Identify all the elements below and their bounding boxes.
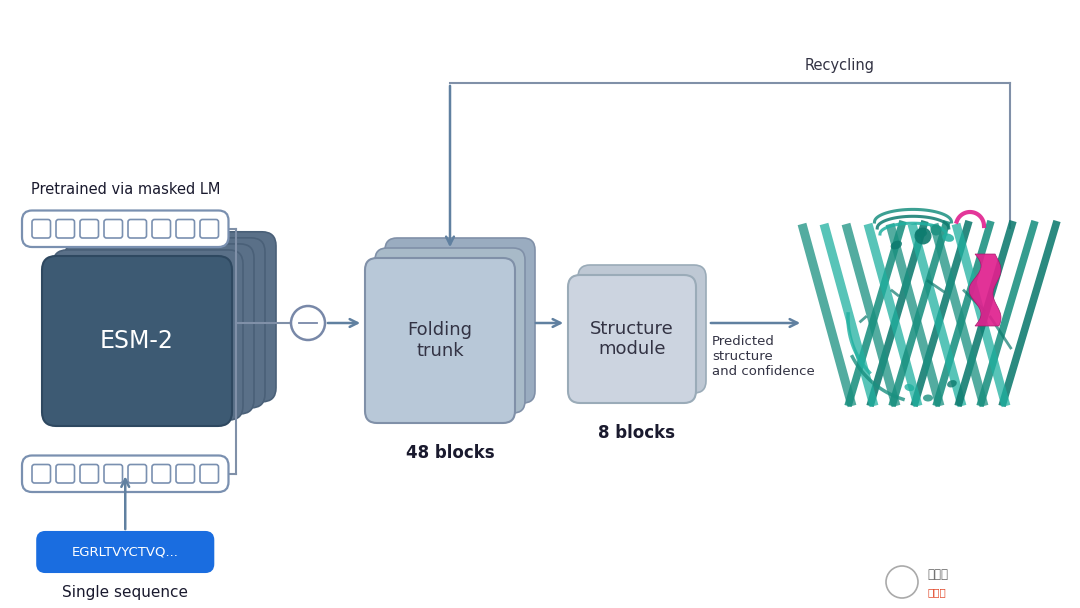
FancyBboxPatch shape <box>64 244 254 414</box>
Ellipse shape <box>943 233 954 242</box>
FancyBboxPatch shape <box>32 219 51 238</box>
Polygon shape <box>907 223 967 407</box>
Polygon shape <box>886 223 944 407</box>
FancyBboxPatch shape <box>365 258 515 423</box>
Polygon shape <box>930 223 988 407</box>
FancyBboxPatch shape <box>56 465 75 483</box>
FancyBboxPatch shape <box>129 219 147 238</box>
Text: 8 blocks: 8 blocks <box>598 424 675 442</box>
FancyBboxPatch shape <box>53 250 243 420</box>
Ellipse shape <box>904 384 915 391</box>
Text: Recycling: Recycling <box>805 58 875 73</box>
FancyBboxPatch shape <box>56 219 75 238</box>
Polygon shape <box>932 220 995 407</box>
Text: Single sequence: Single sequence <box>63 584 188 599</box>
Ellipse shape <box>923 395 933 401</box>
Ellipse shape <box>915 229 927 237</box>
Ellipse shape <box>846 226 1011 410</box>
FancyBboxPatch shape <box>37 532 213 572</box>
FancyBboxPatch shape <box>200 465 218 483</box>
Polygon shape <box>845 220 906 407</box>
Text: Structure
module: Structure module <box>590 320 674 358</box>
FancyBboxPatch shape <box>42 256 232 426</box>
FancyBboxPatch shape <box>384 238 535 403</box>
FancyBboxPatch shape <box>22 455 229 492</box>
FancyBboxPatch shape <box>152 465 171 483</box>
Text: 48 blocks: 48 blocks <box>406 444 495 462</box>
Ellipse shape <box>947 380 957 387</box>
Circle shape <box>291 306 325 340</box>
FancyBboxPatch shape <box>80 465 98 483</box>
Polygon shape <box>798 223 856 407</box>
Circle shape <box>915 227 931 244</box>
Ellipse shape <box>891 241 902 249</box>
Text: 中文网: 中文网 <box>927 587 946 597</box>
FancyBboxPatch shape <box>104 219 122 238</box>
Text: Folding
trunk: Folding trunk <box>407 321 473 360</box>
Polygon shape <box>998 220 1061 407</box>
Polygon shape <box>866 220 929 407</box>
Polygon shape <box>841 223 901 407</box>
FancyBboxPatch shape <box>104 465 122 483</box>
FancyBboxPatch shape <box>80 219 98 238</box>
FancyBboxPatch shape <box>152 219 171 238</box>
Polygon shape <box>976 220 1039 407</box>
Polygon shape <box>955 220 1016 407</box>
FancyBboxPatch shape <box>75 238 265 408</box>
Polygon shape <box>889 220 950 407</box>
FancyBboxPatch shape <box>32 465 51 483</box>
FancyBboxPatch shape <box>129 465 147 483</box>
Polygon shape <box>910 220 973 407</box>
FancyBboxPatch shape <box>176 219 194 238</box>
FancyBboxPatch shape <box>86 232 276 402</box>
Text: Predicted
structure
and confidence: Predicted structure and confidence <box>712 335 814 378</box>
Text: ESM-2: ESM-2 <box>100 329 174 353</box>
FancyBboxPatch shape <box>375 248 525 413</box>
Text: EGRLTVYCTVQ...: EGRLTVYCTVQ... <box>71 545 178 559</box>
Polygon shape <box>820 223 878 407</box>
FancyBboxPatch shape <box>568 275 696 403</box>
FancyBboxPatch shape <box>578 265 706 393</box>
Polygon shape <box>864 223 922 407</box>
Polygon shape <box>951 223 1010 407</box>
FancyBboxPatch shape <box>200 219 218 238</box>
FancyBboxPatch shape <box>22 210 229 247</box>
FancyBboxPatch shape <box>176 465 194 483</box>
Circle shape <box>931 224 942 235</box>
Text: 新智元: 新智元 <box>927 568 948 581</box>
Polygon shape <box>969 254 1001 326</box>
Text: Pretrained via masked LM: Pretrained via masked LM <box>30 182 220 198</box>
